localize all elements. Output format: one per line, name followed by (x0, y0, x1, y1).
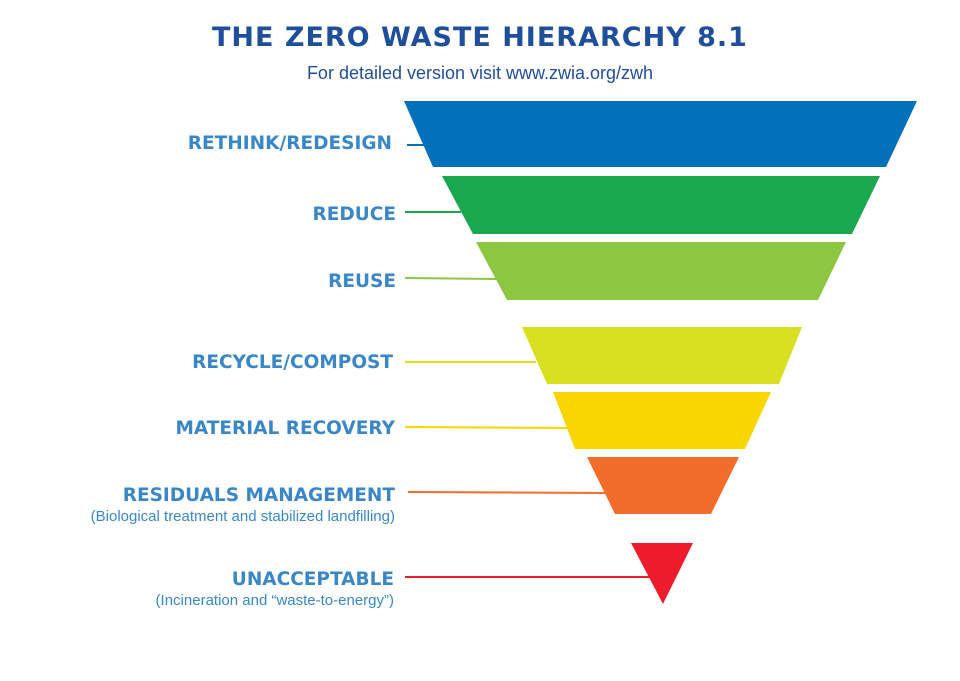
level-label: UNACCEPTABLE (232, 569, 394, 590)
connector-line (404, 277, 497, 280)
tier-shape (476, 242, 846, 300)
level-sublabel: (Incineration and “waste-to-energy”) (156, 592, 394, 609)
level-unacceptable: UNACCEPTABLE (Incineration and “waste-to… (156, 543, 693, 609)
tier-shape (442, 176, 880, 234)
level-label: MATERIAL RECOVERY (176, 418, 396, 439)
diagram-subtitle: For detailed version visit www.zwia.org/… (307, 63, 653, 83)
level-residuals-management: RESIDUALS MANAGEMENT (Biological treatme… (91, 457, 739, 525)
level-reuse: REUSE (328, 242, 846, 300)
tier-shape (404, 101, 917, 167)
tier-shape (553, 392, 771, 449)
level-label: REDUCE (313, 204, 396, 225)
tier-shape (587, 457, 739, 514)
tier-shape (522, 327, 802, 384)
level-material-recovery: MATERIAL RECOVERY (176, 392, 771, 449)
level-rethink-redesign: RETHINK/REDESIGN (188, 101, 917, 167)
connector-line (404, 426, 572, 429)
level-reduce: REDUCE (313, 176, 880, 234)
connector-line (407, 491, 607, 494)
level-label: RESIDUALS MANAGEMENT (123, 485, 396, 506)
level-label: REUSE (328, 271, 396, 292)
level-label: RETHINK/REDESIGN (188, 133, 392, 154)
level-recycle-compost: RECYCLE/COMPOST (192, 327, 802, 384)
level-sublabel: (Biological treatment and stabilized lan… (91, 508, 395, 525)
diagram-title: THE ZERO WASTE HIERARCHY 8.1 (212, 22, 748, 53)
level-label: RECYCLE/COMPOST (192, 352, 393, 373)
tier-shape (631, 543, 693, 604)
